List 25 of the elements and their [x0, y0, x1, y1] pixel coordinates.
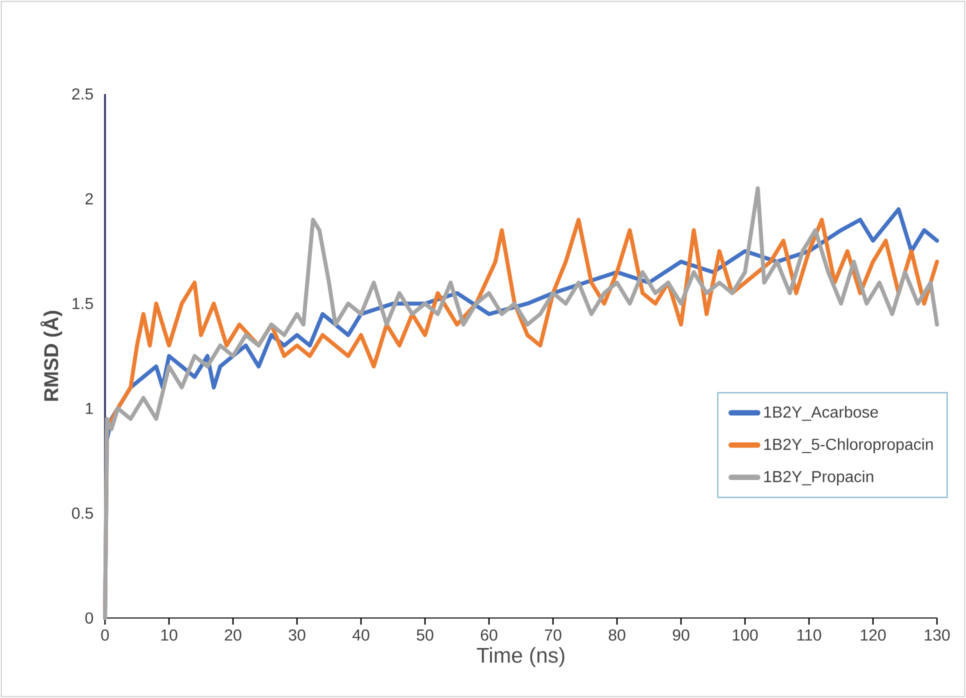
y-tick-label: 1: [86, 402, 93, 414]
x-tick-label: 100: [732, 629, 758, 641]
y-tick-label: 0.5: [72, 508, 93, 519]
y-tick-label: 2.5: [72, 88, 93, 100]
legend-label: 1B2Y_Propacin: [764, 470, 874, 486]
x-tick-label: 80: [608, 629, 626, 641]
x-tick-label: 90: [672, 629, 690, 641]
x-tick-label: 0: [101, 629, 109, 641]
y-axis-title: RMSD (Å): [40, 310, 62, 401]
x-tick-label: 110: [797, 629, 822, 641]
x-tick-label: 20: [224, 629, 242, 641]
x-tick-label: 60: [480, 629, 498, 641]
x-tick-label: 40: [352, 629, 370, 641]
legend-label: 1B2Y_5-Chloropropacin: [764, 438, 933, 454]
x-tick-label: 120: [860, 629, 886, 641]
legend-label: 1B2Y_Acarbose: [764, 406, 878, 421]
y-tick-label: 0: [85, 612, 94, 624]
x-axis-title: Time (ns): [476, 647, 564, 668]
x-tick-label: 30: [288, 629, 306, 641]
y-tick-label: 1.5: [72, 298, 93, 310]
x-tick-label: 130: [924, 629, 950, 641]
x-tick-label: 70: [544, 629, 562, 641]
x-tick-label: 10: [161, 629, 178, 641]
x-tick-label: 50: [416, 629, 434, 641]
y-tick-label: 2: [86, 193, 93, 204]
